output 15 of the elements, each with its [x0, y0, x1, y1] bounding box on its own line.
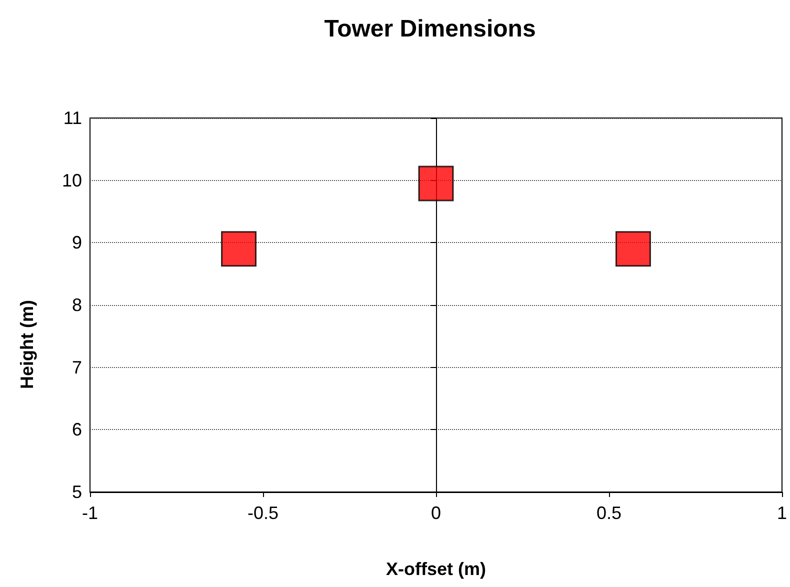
y-tick-label: 10 — [62, 170, 82, 190]
y-tick-label: 8 — [72, 295, 82, 315]
x-axis-title: X-offset (m) — [386, 559, 486, 579]
y-axis-title: Height (m) — [17, 300, 37, 389]
x-tick-label: 0.5 — [596, 503, 622, 523]
chart-title: Tower Dimensions — [324, 16, 536, 42]
x-tick-label: 0 — [430, 503, 442, 523]
y-tick-label: 7 — [72, 357, 82, 378]
y-tick-label: 9 — [72, 232, 82, 253]
y-tick-label: 5 — [72, 482, 82, 502]
y-tick-label: 6 — [72, 420, 82, 440]
x-tick-label: -0.5 — [247, 503, 279, 523]
x-tick-label: -1 — [82, 503, 98, 523]
x-tick-label: 1 — [776, 503, 787, 523]
y-tick-label: 11 — [63, 108, 82, 128]
